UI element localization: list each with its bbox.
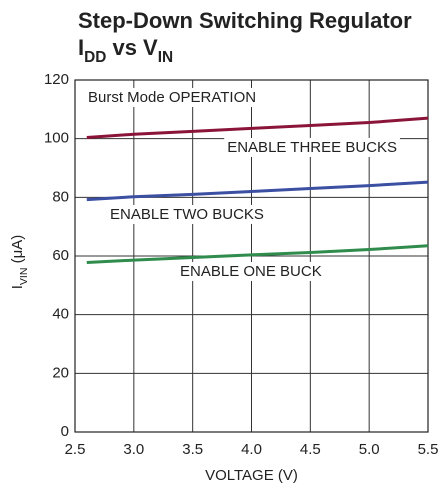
text-part: DD <box>84 49 106 66</box>
y-tick-label: 40 <box>52 306 69 323</box>
text-part: (μA) <box>9 235 26 268</box>
text-part: VIN <box>18 268 30 286</box>
text-part: I <box>78 35 84 60</box>
text-part: I <box>9 285 26 289</box>
chart-title: Step-Down Switching Regulator <box>78 8 412 33</box>
x-tick-label: 2.5 <box>65 441 86 458</box>
series-line <box>86 244 429 264</box>
x-tick-label: 4.0 <box>241 441 262 458</box>
annotation: Burst Mode OPERATION <box>88 89 256 106</box>
y-tick-label: 20 <box>52 364 69 381</box>
series-label: ENABLE ONE BUCK <box>180 263 322 280</box>
x-tick-label: 3.0 <box>123 441 144 458</box>
series-line <box>86 180 429 202</box>
x-tick-label: 3.5 <box>182 441 203 458</box>
y-axis-label: IVIN (μA) <box>9 235 30 290</box>
text-part: vs V <box>106 35 158 60</box>
label-background <box>85 87 260 107</box>
plot-frame <box>74 79 429 433</box>
x-tick-label: 5.5 <box>418 441 439 458</box>
series-label: ENABLE THREE BUCKS <box>227 139 397 156</box>
chart-title: IDD vs VIN <box>78 35 173 66</box>
x-tick-label: 5.0 <box>359 441 380 458</box>
y-tick-label: 100 <box>44 130 69 147</box>
label-background <box>224 137 400 157</box>
y-tick-label: 60 <box>52 247 69 264</box>
y-tick-label: 0 <box>61 423 69 440</box>
text-part: IN <box>158 49 173 66</box>
series-line <box>86 116 429 139</box>
text-part: Step-Down Switching Regulator <box>78 8 412 33</box>
x-tick-label: 4.5 <box>300 441 321 458</box>
x-axis-label: VOLTAGE (V) <box>205 467 298 484</box>
label-background <box>107 204 267 224</box>
label-background <box>177 261 325 281</box>
y-tick-label: 80 <box>52 188 69 205</box>
y-tick-label: 120 <box>44 71 69 88</box>
series-label: ENABLE TWO BUCKS <box>110 206 264 223</box>
